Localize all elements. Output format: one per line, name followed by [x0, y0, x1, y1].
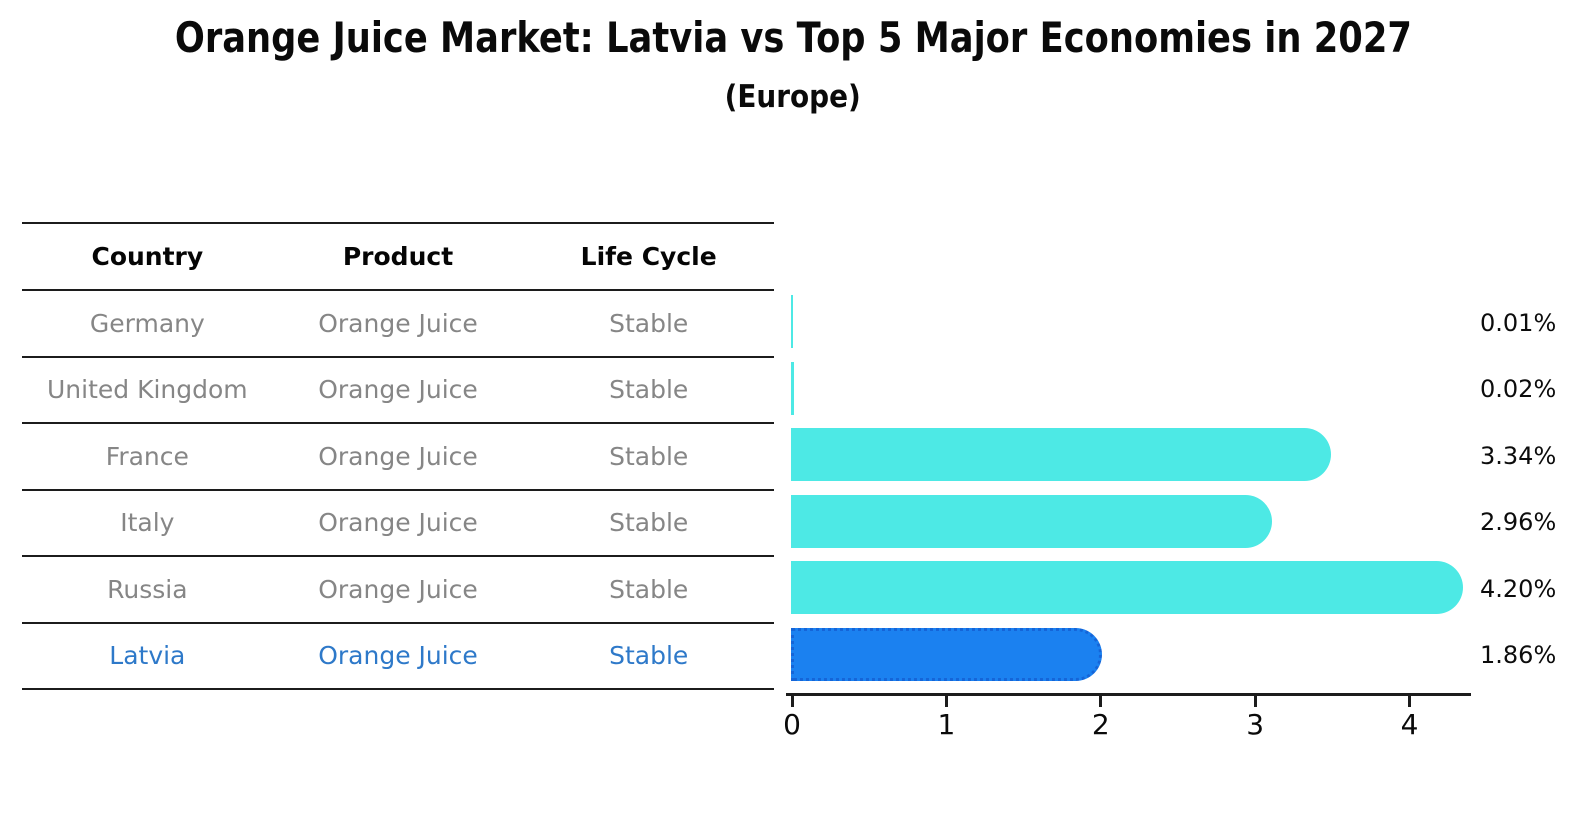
x-axis-tick-mark — [1099, 695, 1103, 707]
x-axis-tick-label: 2 — [1091, 708, 1110, 741]
table-cell-life-cycle: Stable — [609, 308, 689, 338]
bar-germany — [791, 295, 794, 348]
table-cell-country: United Kingdom — [47, 375, 248, 405]
table-header-cell: Product — [342, 242, 454, 271]
table-row: Russia Orange Juice Stable — [22, 557, 774, 624]
table-header-row: Country Product Life Cycle — [22, 224, 774, 291]
bar-france — [791, 428, 1331, 481]
x-axis-line — [786, 693, 1471, 696]
table-cell-life-cycle: Stable — [609, 441, 689, 471]
x-axis-tick-label: 3 — [1246, 708, 1265, 741]
chart-subtitle: (Europe) — [0, 76, 1586, 118]
table-cell-country: Germany — [89, 308, 205, 338]
chart-subtitle-text: (Europe) — [724, 79, 862, 115]
table-row: United Kingdom Orange Juice Stable — [22, 358, 774, 424]
bar-russia — [791, 561, 1464, 614]
x-axis-tick-mark — [790, 695, 794, 707]
x-axis-tick-mark — [1408, 695, 1412, 707]
table-cell-life-cycle: Stable — [609, 574, 689, 604]
table-cell-life-cycle: Stable — [609, 641, 689, 671]
table-cell-country: Latvia — [109, 641, 186, 671]
table-cell-product: Orange Juice — [318, 441, 478, 471]
table-cell-country: Russia — [107, 574, 188, 604]
chart-title: Orange Juice Market: Latvia vs Top 5 Maj… — [0, 12, 1586, 64]
table-cell-life-cycle: Stable — [609, 375, 689, 405]
bar-value-label: 0.01% — [1480, 308, 1557, 337]
table-row: France Orange Juice Stable — [22, 424, 774, 491]
table-cell-life-cycle: Stable — [609, 508, 689, 538]
bar-value-label: 4.20% — [1480, 574, 1557, 603]
table-row: Italy Orange Juice Stable — [22, 491, 774, 557]
bar-value-label: 0.02% — [1480, 375, 1557, 403]
comparison-table: Country Product Life Cycle Germany Orange Ju… — [22, 222, 774, 690]
bar-value-label: 1.86% — [1480, 641, 1557, 669]
bar-italy — [791, 494, 1273, 548]
bar-value-label: 2.96% — [1480, 508, 1557, 536]
bar-highlight-latvia — [791, 627, 1103, 681]
table-header-cell: Country — [91, 242, 204, 271]
table-cell-product: Orange Juice — [318, 508, 478, 538]
table-cell-product: Orange Juice — [318, 574, 478, 604]
chart-title-text: Orange Juice Market: Latvia vs Top 5 Maj… — [174, 13, 1412, 62]
x-axis-tick-label: 4 — [1400, 708, 1419, 741]
table-cell-product: Orange Juice — [318, 375, 478, 405]
x-axis-tick-mark — [1253, 695, 1257, 707]
x-axis-tick-mark — [944, 695, 948, 707]
table-row: Germany Orange Juice Stable — [22, 291, 774, 358]
table-cell-product: Orange Juice — [318, 308, 478, 338]
table-row: Latvia Orange Juice Stable — [22, 624, 774, 690]
x-axis-tick-label: 1 — [937, 708, 956, 741]
bar-value-label: 3.34% — [1480, 441, 1557, 470]
x-axis-tick-label: 0 — [783, 708, 801, 741]
table-cell-country: Italy — [120, 508, 175, 538]
table-cell-product: Orange Juice — [318, 641, 478, 671]
table-cell-country: France — [105, 441, 189, 471]
table-header-cell: Life Cycle — [580, 242, 717, 271]
bar-united-kingdom — [791, 361, 795, 415]
